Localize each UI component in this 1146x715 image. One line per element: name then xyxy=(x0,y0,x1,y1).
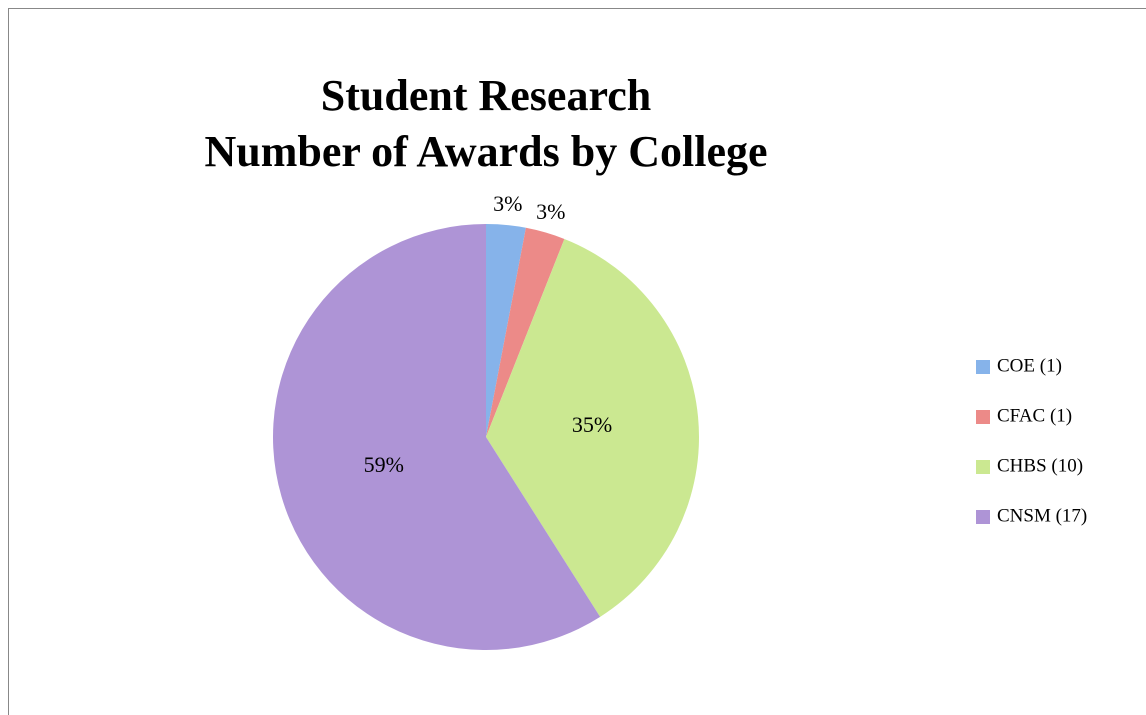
legend-label: COE (1) xyxy=(997,355,1062,376)
chart-title: Number of Awards by College xyxy=(204,127,767,176)
pie-slice xyxy=(486,238,699,617)
pie-slice xyxy=(273,224,601,650)
legend-swatch xyxy=(976,510,990,524)
legend-label: CFAC (1) xyxy=(997,405,1072,426)
legend-label: CNSM (17) xyxy=(997,505,1087,526)
legend-swatch xyxy=(976,460,990,474)
data-label: 59% xyxy=(364,452,404,477)
legend-swatch xyxy=(976,360,990,374)
pie-slice xyxy=(486,227,565,437)
data-label: 3% xyxy=(536,199,565,224)
data-label: 3% xyxy=(493,191,522,216)
pie-slice xyxy=(486,224,526,437)
legend-swatch xyxy=(976,410,990,424)
legend-label: CHBS (10) xyxy=(997,455,1083,476)
data-label: 35% xyxy=(572,412,612,437)
chart-title: Student Research xyxy=(321,71,651,120)
